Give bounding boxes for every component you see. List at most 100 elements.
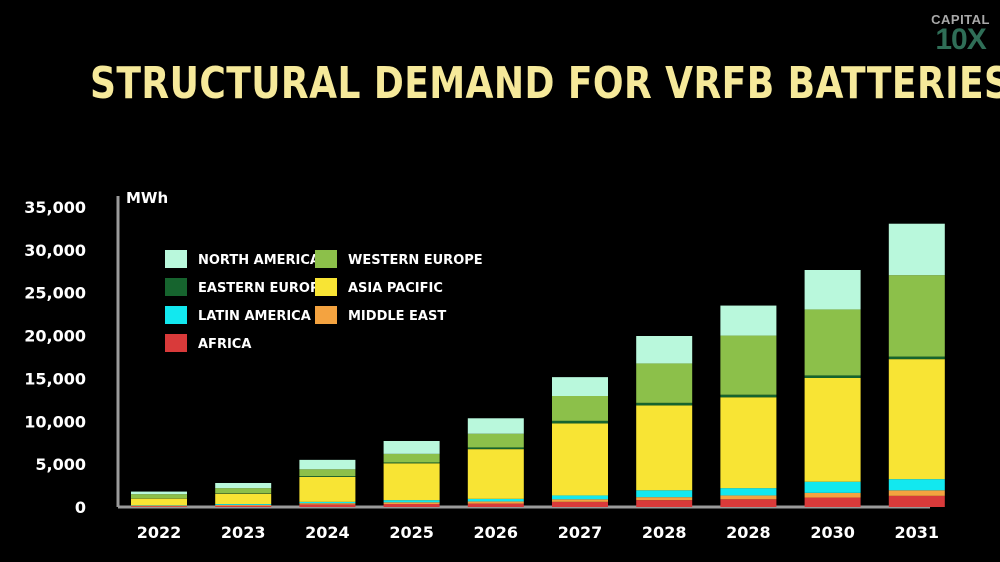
legend-label: ASIA PACIFIC — [348, 281, 443, 296]
bar-segment-north-america — [299, 459, 356, 470]
legend-swatch — [165, 250, 187, 268]
legend-item: EASTERN EUROPE — [165, 278, 328, 296]
bar-segment-africa — [299, 504, 356, 507]
bar-stack — [552, 377, 608, 507]
logo-line-1: CAPITAL — [931, 12, 990, 27]
y-tick-label: 25,000 — [24, 284, 86, 303]
bar-segment-asia-pacific — [299, 477, 356, 502]
bar-segment-western-europe — [888, 275, 945, 357]
x-tick-label: 2030 — [810, 523, 855, 542]
chart-axes: 0 5,000 10,000 15,000 20,000 25,000 30,000 35,0… — [24, 196, 939, 542]
y-tick-label: 15,000 — [24, 369, 86, 388]
y-tick-label: 10,000 — [24, 412, 86, 431]
x-tick-label: 2025 — [389, 523, 434, 542]
bar-stack — [467, 418, 524, 507]
bar-stack — [804, 270, 861, 507]
bar-segment-western-europe — [636, 363, 693, 403]
bar-segment-eastern-europe — [636, 402, 693, 406]
bar-segment-western-europe — [804, 309, 861, 376]
bar-segment-north-america — [636, 336, 693, 364]
bar-segment-africa — [720, 499, 777, 507]
bar-segment-latin-america — [636, 490, 693, 498]
x-tick-label: 2028 — [642, 523, 687, 542]
legend-item: WESTERN EUROPE — [315, 250, 483, 268]
y-tick-label: 35,000 — [24, 198, 86, 217]
bar-segment-north-america — [215, 483, 272, 489]
legend-item: LATIN AMERICA — [165, 306, 311, 324]
bar-segment-latin-america — [215, 504, 272, 505]
bar-segment-western-europe — [131, 494, 187, 498]
y-tick-label: 0 — [75, 498, 86, 517]
legend-swatch — [165, 278, 187, 296]
chart-title: STRUCTURAL DEMAND FOR VRFB BATTERIES — [90, 58, 1000, 109]
bar-segment-africa — [215, 505, 272, 507]
bar-segment-middle-east — [636, 497, 693, 501]
x-tick-label: 2027 — [558, 523, 603, 542]
bar-stack — [720, 305, 777, 507]
legend-swatch — [165, 306, 187, 324]
x-tick-label: 2022 — [137, 523, 182, 542]
bar-segment-africa — [131, 506, 187, 507]
legend-item: MIDDLE EAST — [315, 306, 446, 324]
legend-swatch — [315, 250, 337, 268]
y-axis-unit-label: MWh — [126, 189, 168, 207]
bar-segment-western-europe — [215, 488, 272, 494]
bar-segment-north-america — [383, 441, 440, 454]
legend-label: NORTH AMERICA — [198, 253, 320, 268]
logo-line-2: 10X — [935, 23, 986, 56]
bar-stack — [299, 459, 356, 507]
bar-stack — [888, 223, 945, 507]
bar-segment-western-europe — [720, 335, 777, 395]
bar-segment-asia-pacific — [383, 463, 440, 501]
y-tick-label: 30,000 — [24, 241, 86, 260]
bar-stack — [636, 336, 693, 507]
bar-segment-middle-east — [804, 492, 861, 498]
bar-segment-africa — [552, 501, 608, 507]
bar-segment-eastern-europe — [720, 394, 777, 398]
bar-segment-asia-pacific — [131, 498, 187, 506]
legend-label: WESTERN EUROPE — [348, 253, 483, 268]
chart-bars — [131, 223, 945, 507]
bar-segment-western-europe — [552, 396, 608, 421]
bar-stack — [383, 441, 440, 507]
bar-segment-asia-pacific — [720, 397, 777, 489]
x-tick-label: 2026 — [474, 523, 519, 542]
bar-segment-north-america — [467, 418, 524, 434]
bar-segment-north-america — [804, 270, 861, 310]
bar-segment-eastern-europe — [467, 447, 524, 450]
bar-segment-latin-america — [383, 500, 440, 503]
bar-segment-eastern-europe — [888, 356, 945, 360]
legend-label: AFRICA — [198, 337, 251, 352]
bar-segment-latin-america — [467, 498, 524, 502]
legend-swatch — [315, 306, 337, 324]
legend-item: NORTH AMERICA — [165, 250, 320, 268]
x-tick-label: 2024 — [305, 523, 350, 542]
bar-segment-africa — [804, 497, 861, 507]
bar-stack — [131, 491, 187, 507]
chart-legend: NORTH AMERICA WESTERN EUROPE EASTERN EUROP… — [165, 250, 483, 352]
bar-segment-africa — [888, 495, 945, 507]
bar-segment-western-europe — [467, 433, 524, 448]
bar-segment-middle-east — [552, 499, 608, 502]
legend-swatch — [165, 334, 187, 352]
bar-segment-africa — [383, 504, 440, 507]
bar-segment-eastern-europe — [804, 375, 861, 378]
bar-segment-asia-pacific — [215, 493, 272, 504]
legend-label: EASTERN EUROPE — [198, 281, 328, 296]
bar-segment-north-america — [888, 223, 945, 276]
y-tick-label: 5,000 — [35, 455, 86, 474]
legend-label: MIDDLE EAST — [348, 309, 446, 324]
bar-segment-latin-america — [888, 479, 945, 491]
legend-swatch — [315, 278, 337, 296]
x-tick-label: 2031 — [895, 523, 940, 542]
bar-segment-latin-america — [552, 495, 608, 500]
bar-segment-asia-pacific — [552, 423, 608, 496]
legend-label: LATIN AMERICA — [198, 309, 311, 324]
bar-segment-north-america — [131, 491, 187, 495]
bar-segment-eastern-europe — [552, 420, 608, 424]
bar-segment-latin-america — [720, 488, 777, 496]
bar-segment-western-europe — [383, 453, 440, 463]
x-tick-label: 2023 — [221, 523, 266, 542]
bar-segment-middle-east — [383, 502, 440, 504]
